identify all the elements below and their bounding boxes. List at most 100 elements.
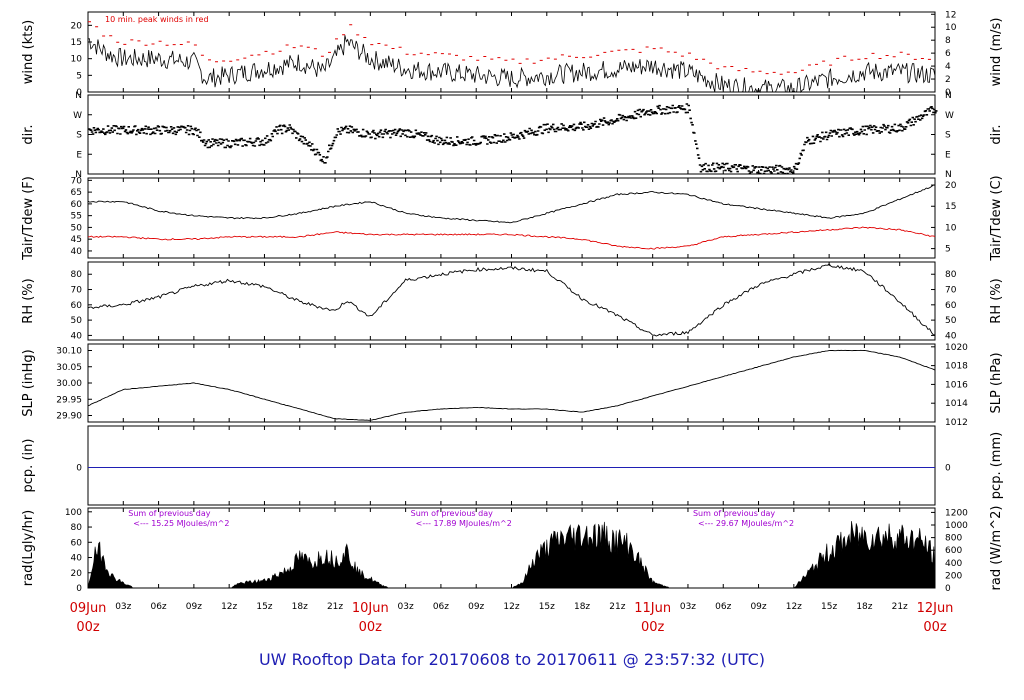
x-tick-label: 06z: [433, 602, 449, 612]
series-points-dir: [88, 103, 938, 175]
y-axis-label-right: dir.: [989, 124, 1004, 144]
y-tick-label-right: W: [945, 111, 954, 121]
y-tick-label-right: 1012: [945, 418, 968, 428]
rad-note-line2: <--- 17.89 MJoules/m^2: [416, 519, 512, 528]
y-tick-label-left: 0: [76, 88, 82, 98]
y-tick-label-right: 2: [945, 75, 951, 85]
y-tick-label-right: 200: [945, 571, 962, 581]
y-tick-label-left: 45: [71, 235, 82, 245]
y-axis-label-right: SLP (hPa): [989, 352, 1004, 413]
y-tick-label-right: 10: [945, 223, 957, 233]
x-tick-label: 06z: [150, 602, 166, 612]
y-tick-label-left: S: [76, 131, 82, 141]
y-tick-label-left: 70: [71, 286, 83, 296]
rad-note-line1: Sum of previous day: [693, 509, 775, 518]
x-tick-label: 21z: [609, 602, 625, 612]
y-tick-label-left: N: [75, 170, 82, 180]
x-date-label: 10Jun: [352, 601, 389, 616]
panel-frame-temp: [87, 177, 936, 259]
rad-note-line1: Sum of previous day: [128, 509, 210, 518]
y-tick-label-left: 65: [71, 188, 82, 198]
x-date-time-label: 00z: [359, 620, 383, 635]
y-axis-label-left: Tair/Tdew (F): [21, 176, 36, 261]
y-tick-label-left: 40: [71, 247, 83, 257]
y-tick-label-right: 8: [945, 36, 951, 46]
series-peak-wind: [88, 21, 931, 75]
x-tick-label: 15z: [539, 602, 555, 612]
y-axis-label-right: RH (%): [989, 278, 1004, 323]
y-tick-label-left: 29.90: [56, 412, 82, 422]
y-tick-label-left: 80: [71, 523, 83, 533]
y-tick-label-right: 1014: [945, 399, 968, 409]
series-line-rh-0: [87, 263, 936, 337]
y-tick-label-left: 50: [71, 223, 83, 233]
series-area-rad: [87, 521, 936, 589]
y-tick-label-left: 5: [76, 71, 82, 81]
y-tick-label-right: 20: [945, 181, 957, 191]
y-axis-label-left: pcp. (in): [21, 439, 36, 493]
wind-annotation: 10 min. peak winds in red: [105, 15, 209, 24]
x-tick-label: 03z: [115, 602, 131, 612]
y-tick-label-right: 15: [945, 202, 956, 212]
y-tick-label-left: 0: [76, 584, 82, 594]
chart-svg: wind (kts) wind (m/s)0510152002468101210 …: [21, 10, 1004, 635]
y-tick-label-right: S: [945, 131, 951, 141]
y-tick-label-left: 0: [76, 464, 82, 474]
y-tick-label-right: 800: [945, 534, 962, 544]
y-tick-label-right: N: [945, 91, 952, 101]
y-tick-label-left: W: [73, 111, 82, 121]
y-tick-label-right: 6: [945, 49, 951, 59]
y-tick-label-left: 40: [71, 331, 83, 341]
x-tick-label: 18z: [856, 602, 872, 612]
x-tick-label: 21z: [327, 602, 343, 612]
y-axis-label-right: wind (m/s): [989, 18, 1004, 87]
x-date-label: 11Jun: [634, 601, 671, 616]
x-date-time-label: 00z: [641, 620, 665, 635]
rad-note-line1: Sum of previous day: [411, 509, 493, 518]
y-axis-label-left: RH (%): [21, 278, 36, 323]
x-tick-label: 03z: [398, 602, 414, 612]
y-tick-label-right: 1018: [945, 362, 968, 372]
y-tick-label-left: 60: [71, 538, 83, 548]
y-tick-label-left: 50: [71, 316, 83, 326]
x-tick-label: 15z: [821, 602, 837, 612]
x-tick-label: 12z: [503, 602, 519, 612]
y-tick-label-right: 40: [945, 331, 957, 341]
y-tick-label-left: 60: [71, 200, 83, 210]
x-tick-label: 09z: [750, 602, 766, 612]
y-tick-label-right: 70: [945, 286, 957, 296]
y-tick-label-left: 30.10: [56, 347, 82, 357]
x-date-time-label: 00z: [76, 620, 100, 635]
panel-frame-slp: [87, 343, 936, 423]
y-axis-label-right: Tair/Tdew (C): [989, 175, 1004, 261]
y-tick-label-right: 1000: [945, 521, 968, 531]
x-date-label: 12Jun: [917, 601, 954, 616]
x-tick-label: 03z: [680, 602, 696, 612]
y-tick-label-right: 80: [945, 270, 957, 280]
y-tick-label-right: 1200: [945, 508, 968, 518]
y-tick-label-right: 1020: [945, 343, 968, 353]
y-tick-label-right: 5: [945, 245, 951, 255]
x-tick-label: 09z: [186, 602, 202, 612]
chart-title: UW Rooftop Data for 20170608 to 20170611…: [258, 650, 766, 669]
series-line-temp-1: [87, 226, 936, 250]
y-tick-label-right: 400: [945, 559, 962, 569]
y-axis-label-right: rad (W/m^2): [989, 506, 1004, 591]
y-tick-label-right: 10: [945, 23, 957, 33]
y-tick-label-left: 55: [71, 212, 82, 222]
y-tick-label-left: 70: [71, 176, 83, 186]
y-axis-label-left: SLP (inHg): [21, 349, 36, 417]
x-date-time-label: 00z: [923, 620, 947, 635]
rad-note-line2: <--- 29.67 MJoules/m^2: [698, 519, 794, 528]
y-tick-label-left: 15: [71, 38, 82, 48]
y-axis-label-left: rad(Lgly/hr): [21, 510, 36, 586]
y-axis-label-left: wind (kts): [21, 20, 36, 84]
y-tick-label-left: 100: [65, 508, 82, 518]
y-axis-label-right: pcp. (mm): [989, 432, 1004, 499]
y-tick-label-right: N: [945, 170, 952, 180]
panel-frame-rh: [87, 261, 936, 341]
series-line-slp-0: [87, 349, 936, 421]
y-tick-label-right: 60: [945, 301, 957, 311]
x-tick-label: 21z: [892, 602, 908, 612]
